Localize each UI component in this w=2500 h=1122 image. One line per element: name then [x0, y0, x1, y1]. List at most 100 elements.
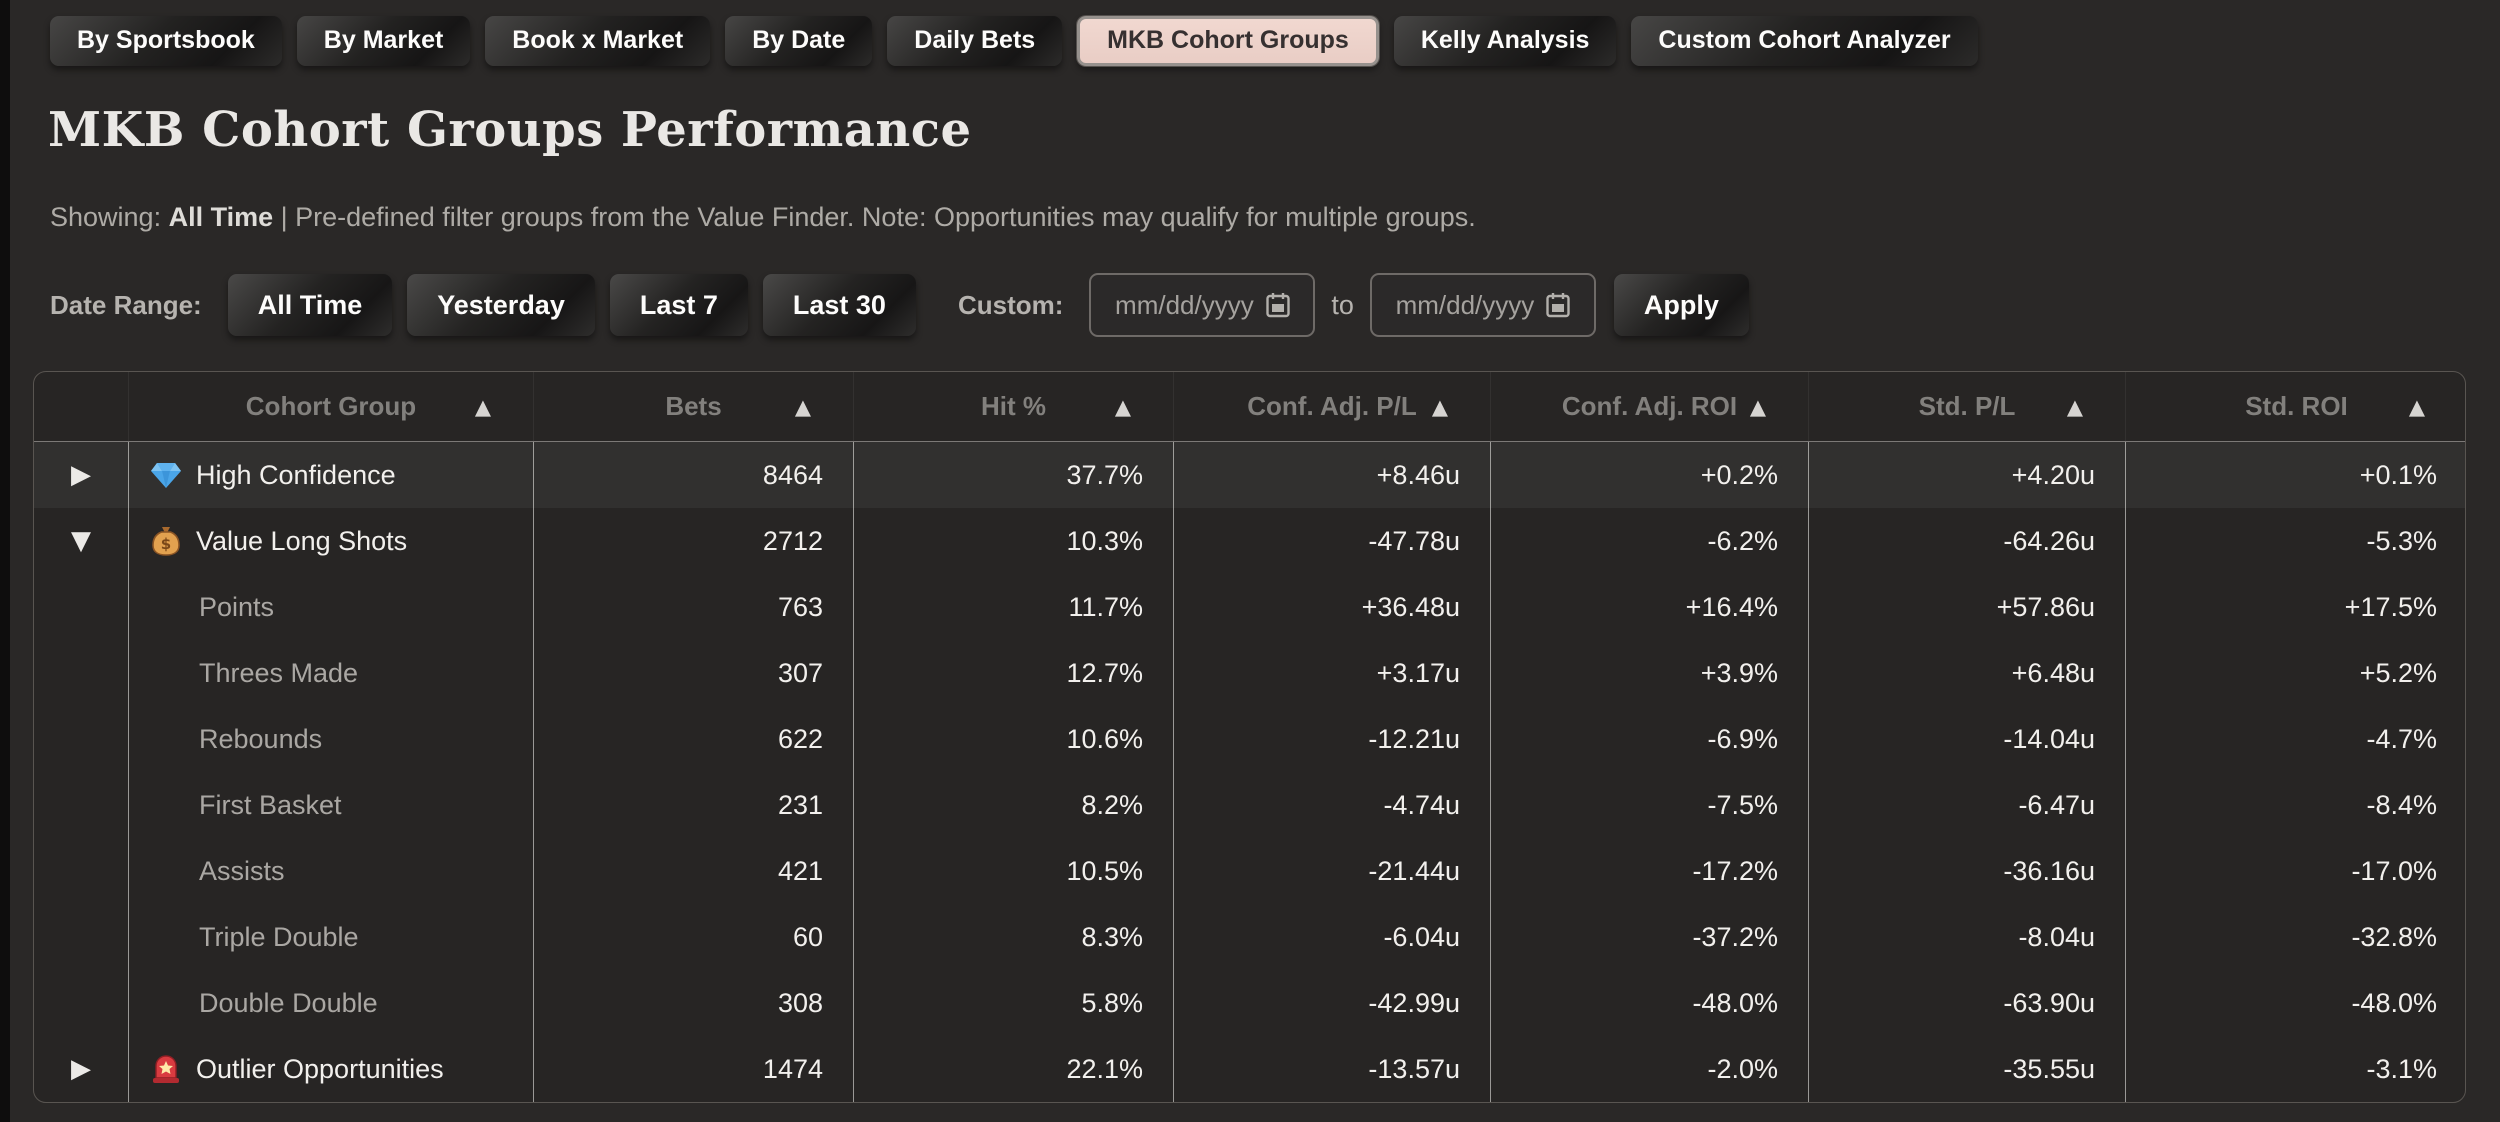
- tab-custom-cohort-analyzer[interactable]: Custom Cohort Analyzer: [1631, 15, 1978, 66]
- cohort-name-cell: High Confidence: [129, 442, 534, 508]
- cohort-name: Double Double: [199, 987, 378, 1018]
- page-left-edge: [0, 0, 10, 1122]
- std-pl-value: +57.86u: [1809, 574, 2126, 640]
- expand-row-icon[interactable]: ▶: [71, 460, 91, 490]
- apply-button[interactable]: Apply: [1613, 274, 1749, 336]
- std-roi-value: +5.2%: [2359, 657, 2437, 688]
- expander-cell: [34, 904, 129, 970]
- gem-icon: [149, 458, 183, 492]
- expand-row-icon[interactable]: ▶: [71, 1054, 91, 1084]
- column-header-bets[interactable]: Bets ▲: [534, 372, 854, 441]
- cohort-name-cell: $ Value Long Shots: [129, 508, 534, 574]
- cohort-name: Threes Made: [199, 657, 359, 688]
- bets-value: 308: [534, 970, 854, 1036]
- collapse-row-icon[interactable]: ▼: [71, 526, 91, 556]
- money-bag-icon: $: [149, 524, 183, 558]
- conf-adj-roi-value: -2.0%: [1491, 1036, 1809, 1102]
- column-header-conf-adj-p-l[interactable]: Conf. Adj. P/L ▲: [1174, 372, 1491, 441]
- showing-label: Showing:: [50, 202, 169, 232]
- tab-kelly-analysis[interactable]: Kelly Analysis: [1393, 15, 1617, 66]
- column-label: Std. ROI: [2245, 391, 2348, 421]
- cohort-name: Points: [199, 591, 275, 622]
- sort-asc-icon[interactable]: ▲: [474, 394, 491, 419]
- column-header-std-p-l[interactable]: Std. P/L ▲: [1809, 372, 2126, 441]
- cohort-name: Value Long Shots: [196, 525, 408, 556]
- expander-cell: [34, 640, 129, 706]
- column-label: Hit %: [981, 391, 1046, 421]
- cohort-name-cell: Double Double: [129, 970, 534, 1036]
- expander-cell: ▶: [34, 1036, 129, 1102]
- cohort-row-outlier-opportunities: ▶ Outlier Opportunities 1474 22.1% -13.57u -2…: [34, 1036, 2465, 1102]
- sort-asc-icon[interactable]: ▲: [1749, 394, 1766, 419]
- cohort-name-cell: Assists: [129, 838, 534, 904]
- table-body: ▶ High Confidence 8464 37.7% +8.46u +0.2% +4.2…: [34, 442, 2465, 1102]
- custom-end-placeholder: mm/dd/yyyy: [1395, 289, 1535, 320]
- conf-adj-roi-value: +0.2%: [1491, 442, 1809, 508]
- sort-asc-icon[interactable]: ▲: [2408, 394, 2425, 419]
- showing-summary: Showing: All Time | Pre-defined filter g…: [50, 202, 2500, 233]
- conf-adj-pl-value: +36.48u: [1174, 574, 1491, 640]
- market-row-first-basket: First Basket 231 8.2% -4.74u -7.5% -6.47u -8.4…: [34, 772, 2465, 838]
- cohort-name-cell: Triple Double: [129, 904, 534, 970]
- hit-value: 37.7%: [854, 442, 1174, 508]
- tab-bar: By Sportsbook By Market Book x Market By Da…: [0, 0, 2500, 68]
- preset-all-time-button[interactable]: All Time: [227, 274, 393, 336]
- column-header-hit[interactable]: Hit % ▲: [854, 372, 1174, 441]
- market-row-assists: Assists 421 10.5% -21.44u -17.2% -36.16u -17.0…: [34, 838, 2465, 904]
- sort-asc-icon[interactable]: ▲: [1114, 394, 1131, 419]
- sort-asc-icon[interactable]: ▲: [2066, 394, 2083, 419]
- tab-by-date[interactable]: By Date: [725, 15, 873, 66]
- tab-by-sportsbook[interactable]: By Sportsbook: [50, 15, 282, 66]
- custom-start-input[interactable]: mm/dd/yyyy: [1089, 273, 1316, 337]
- std-roi-value: -17.0%: [2351, 855, 2437, 886]
- tab-mkb-cohort-groups[interactable]: MKB Cohort Groups: [1077, 15, 1379, 66]
- preset-last-30-button[interactable]: Last 30: [762, 274, 916, 336]
- expander-cell: [34, 772, 129, 838]
- std-pl-value: +4.20u: [1809, 442, 2126, 508]
- tab-by-market[interactable]: By Market: [296, 15, 471, 66]
- custom-start-placeholder: mm/dd/yyyy: [1115, 289, 1254, 320]
- column-label: Bets: [665, 391, 722, 421]
- sort-asc-icon[interactable]: ▲: [794, 394, 811, 419]
- expander-cell: [34, 838, 129, 904]
- cohort-name: Triple Double: [199, 921, 359, 952]
- calendar-icon: [1546, 293, 1570, 318]
- std-pl-value: +6.48u: [1809, 640, 2126, 706]
- expander-cell: [34, 970, 129, 1036]
- std-pl-value: -36.16u: [1809, 838, 2126, 904]
- bets-value: 1474: [534, 1036, 854, 1102]
- custom-label: Custom:: [957, 289, 1064, 320]
- siren-icon: [149, 1052, 183, 1086]
- column-label: Conf. Adj. P/L: [1247, 391, 1417, 421]
- cohort-name-cell: Points: [129, 574, 534, 640]
- hit-value: 10.3%: [854, 508, 1174, 574]
- date-preset-group: All Time Yesterday Last 7 Last 30: [227, 274, 916, 336]
- column-header-conf-adj-roi[interactable]: Conf. Adj. ROI ▲: [1491, 372, 1809, 441]
- showing-value: All Time: [168, 202, 274, 232]
- tab-book-x-market[interactable]: Book x Market: [485, 15, 711, 66]
- hit-value: 12.7%: [854, 640, 1174, 706]
- std-pl-value: -64.26u: [1809, 508, 2126, 574]
- conf-adj-pl-value: -13.57u: [1174, 1036, 1491, 1102]
- bets-value: 307: [534, 640, 854, 706]
- page-title: MKB Cohort Groups Performance: [48, 102, 972, 158]
- column-label: Std. P/L: [1918, 391, 2016, 421]
- column-header-cohort-group[interactable]: Cohort Group ▲: [129, 372, 534, 441]
- std-pl-value: -14.04u: [1809, 706, 2126, 772]
- calendar-icon: [1266, 293, 1290, 318]
- column-header-std-roi[interactable]: Std. ROI ▲: [2126, 372, 2465, 441]
- hit-value: 8.3%: [854, 904, 1174, 970]
- conf-adj-roi-value: -17.2%: [1491, 838, 1809, 904]
- conf-adj-pl-value: -4.74u: [1174, 772, 1491, 838]
- conf-adj-pl-value: -47.78u: [1174, 508, 1491, 574]
- custom-end-input[interactable]: mm/dd/yyyy: [1369, 273, 1596, 337]
- preset-last-7-button[interactable]: Last 7: [609, 274, 748, 336]
- svg-text:$: $: [161, 535, 171, 553]
- std-roi-value: -32.8%: [2351, 921, 2437, 952]
- column-header-expander: [34, 372, 129, 441]
- market-row-triple-double: Triple Double 60 8.3% -6.04u -37.2% -8.04u -32…: [34, 904, 2465, 970]
- sort-asc-icon[interactable]: ▲: [1431, 394, 1448, 419]
- bets-value: 421: [534, 838, 854, 904]
- tab-daily-bets[interactable]: Daily Bets: [887, 15, 1063, 66]
- preset-yesterday-button[interactable]: Yesterday: [407, 274, 595, 336]
